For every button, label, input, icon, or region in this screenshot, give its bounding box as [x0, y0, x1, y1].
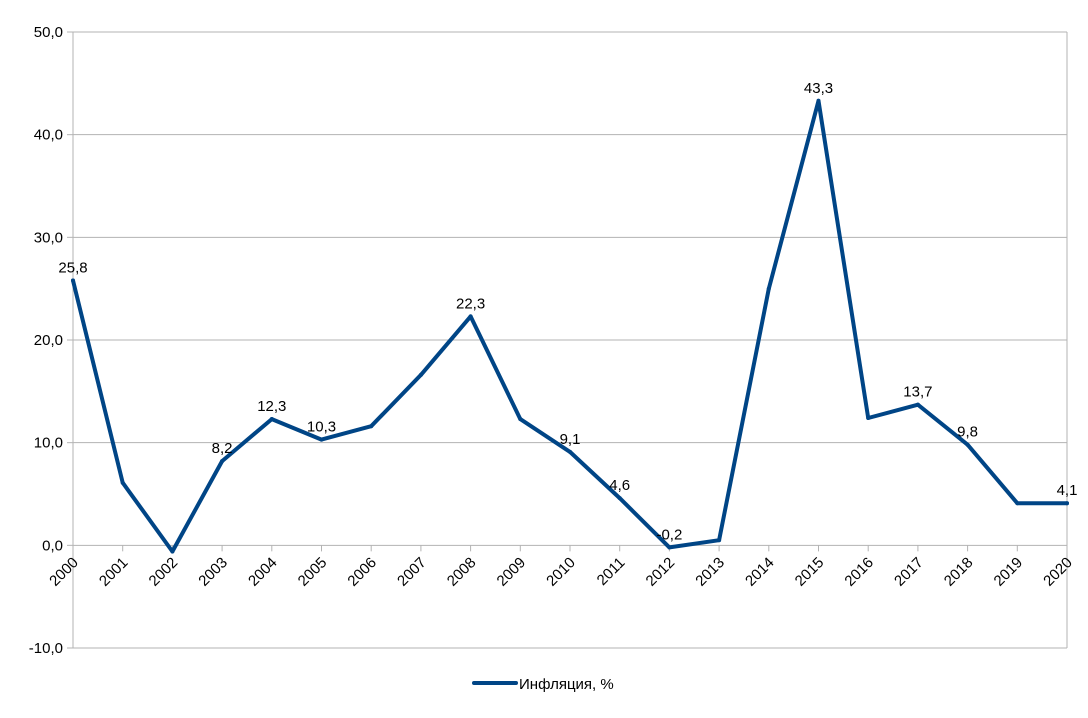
data-point	[468, 314, 473, 319]
x-tick-label: 2010	[543, 554, 579, 590]
x-tick-label: 2011	[594, 554, 629, 589]
data-label: 9,1	[560, 431, 581, 448]
data-point	[1015, 501, 1020, 506]
data-label: 4,6	[609, 477, 630, 494]
y-tick-label: -10,0	[29, 640, 63, 657]
x-tick-label: 2015	[792, 554, 828, 590]
x-tick-label: 2002	[146, 554, 182, 590]
legend: Инфляция, %	[472, 676, 614, 693]
data-label: 43,3	[804, 80, 833, 97]
x-tick-label: 2004	[245, 554, 281, 590]
data-point	[369, 424, 374, 429]
data-label: 25,8	[58, 259, 87, 276]
data-point	[269, 417, 274, 422]
data-point	[816, 98, 821, 103]
x-tick-label: 2013	[692, 554, 728, 590]
x-tick-label: 2000	[46, 554, 82, 590]
legend-label: Инфляция, %	[519, 676, 614, 693]
x-tick-label: 2014	[742, 554, 778, 590]
x-tick-label: 2007	[394, 554, 430, 590]
x-tick-label: 2008	[444, 554, 480, 590]
x-tick-label: 2012	[643, 554, 679, 590]
series-line	[71, 98, 1069, 554]
data-label: 9,8	[957, 424, 978, 441]
gridlines	[73, 31, 1067, 649]
x-tick-label: 2001	[96, 554, 132, 590]
data-point	[866, 416, 871, 421]
x-tick-label: 2018	[941, 554, 977, 590]
data-point	[766, 286, 771, 291]
data-point	[965, 442, 970, 447]
x-tick-label: 2019	[991, 554, 1027, 590]
y-tick-label: 50,0	[34, 24, 63, 41]
data-label: 10,3	[307, 419, 336, 436]
y-tick-label: 20,0	[34, 332, 63, 349]
data-point	[617, 496, 622, 501]
data-point	[568, 449, 572, 454]
data-point	[1065, 501, 1069, 506]
data-label: -0,2	[656, 526, 682, 543]
y-tick-label: 0,0	[42, 537, 63, 554]
data-labels: 25,8 8,2 12,3 10,3 22,3 9,1 4,6 -0,2 43,3 13,7 9,8…	[58, 80, 1077, 544]
y-tick-label: 10,0	[34, 435, 63, 452]
x-tick-label: 2020	[1040, 554, 1076, 590]
data-label: 13,7	[903, 384, 932, 401]
y-tick-label: 40,0	[34, 127, 63, 144]
data-point	[120, 480, 125, 485]
data-label: 8,2	[212, 440, 233, 457]
data-point	[915, 402, 920, 407]
data-point	[220, 459, 225, 464]
x-tick-label: 2006	[344, 554, 380, 590]
x-tick-label: 2003	[195, 554, 231, 590]
data-point	[418, 372, 423, 377]
x-tick-label: 2005	[295, 554, 331, 590]
data-point	[518, 417, 523, 422]
series	[71, 98, 1069, 554]
data-label: 4,1	[1057, 482, 1078, 499]
x-tick-label: 2017	[891, 554, 927, 590]
x-tick-label: 2016	[841, 554, 877, 590]
data-label: 22,3	[456, 295, 485, 312]
data-point	[71, 278, 75, 283]
data-point	[717, 538, 722, 543]
data-point	[170, 549, 175, 554]
data-point	[319, 437, 324, 442]
data-point	[667, 545, 672, 550]
data-label: 12,3	[257, 398, 286, 415]
y-tick-label: 30,0	[34, 229, 63, 246]
x-tick-label: 2009	[494, 554, 530, 590]
